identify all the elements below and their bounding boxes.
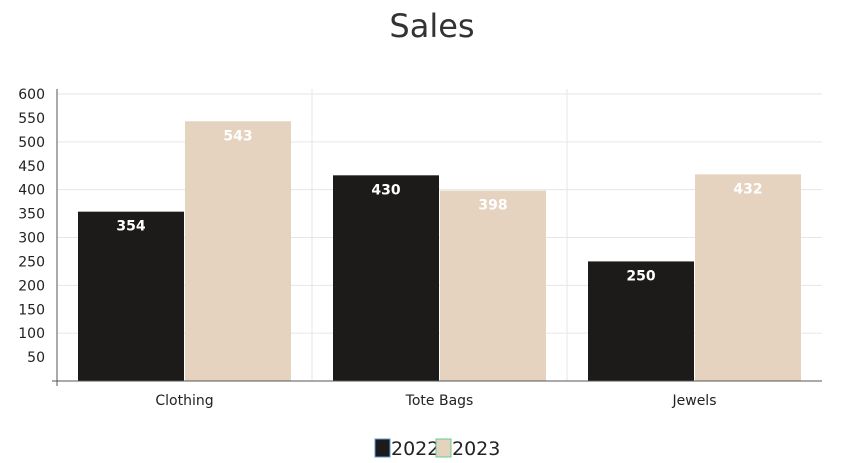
y-tick-label: 50: [27, 350, 45, 366]
y-tick-label: 200: [18, 278, 45, 294]
bar-2022-jewels: [588, 261, 694, 381]
data-label: 430: [371, 182, 400, 198]
y-tick-label: 150: [18, 302, 45, 318]
data-labels: 354 543 430 398 250 432: [116, 128, 762, 284]
legend-swatch: [435, 438, 452, 458]
legend-label: 2022: [391, 438, 439, 460]
bars: [78, 121, 801, 381]
x-axis-categories: Clothing Tote Bags Jewels: [155, 393, 716, 409]
x-category-label: Clothing: [155, 393, 213, 409]
legend-swatch: [374, 438, 391, 458]
x-category-label: Jewels: [672, 393, 717, 409]
bar-2022-clothing: [78, 211, 184, 381]
grid: [57, 89, 822, 381]
y-tick-label: 600: [18, 87, 45, 103]
data-label: 354: [116, 219, 145, 235]
chart-title: Sales: [389, 7, 474, 45]
y-tick-label: 550: [18, 111, 45, 127]
data-label: 398: [478, 198, 507, 214]
data-label: 543: [223, 128, 252, 144]
y-tick-label: 250: [18, 254, 45, 270]
data-label: 250: [626, 268, 655, 284]
axes: [52, 89, 822, 386]
bar-2023-clothing: [185, 121, 291, 381]
y-tick-label: 100: [18, 326, 45, 342]
y-tick-label: 400: [18, 183, 45, 199]
y-tick-label: 300: [18, 231, 45, 247]
legend-label: 2023: [452, 438, 500, 460]
bar-2023-jewels: [695, 174, 801, 381]
bar-2022-tote-bags: [333, 175, 439, 381]
y-axis-ticks: 50 100 150 200 250 300 350 400 450 500 550 600: [18, 87, 45, 366]
y-tick-label: 500: [18, 135, 45, 151]
bar-2023-tote-bags: [440, 190, 546, 381]
y-tick-label: 450: [18, 159, 45, 175]
legend: 2022 2023: [374, 438, 500, 460]
data-label: 432: [733, 181, 762, 197]
x-category-label: Tote Bags: [405, 393, 474, 409]
y-tick-label: 350: [18, 207, 45, 223]
